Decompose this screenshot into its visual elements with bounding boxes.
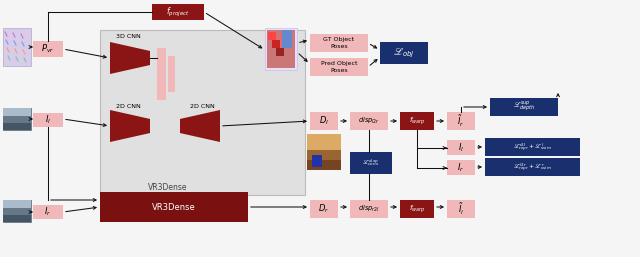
Bar — [33, 41, 63, 57]
Text: 3D CNN: 3D CNN — [116, 34, 140, 40]
Bar — [307, 134, 341, 150]
Bar — [447, 140, 475, 155]
Text: $P_{vr}$: $P_{vr}$ — [42, 43, 54, 55]
Text: $\tilde{I}_l$: $\tilde{I}_l$ — [458, 201, 464, 217]
Bar — [3, 123, 31, 130]
Bar — [3, 200, 31, 208]
Text: $I_l$: $I_l$ — [45, 114, 51, 126]
Bar — [447, 160, 475, 175]
Bar — [268, 32, 276, 40]
Text: $disp_{r2l}$: $disp_{r2l}$ — [358, 204, 380, 214]
Bar — [485, 158, 580, 176]
Bar — [310, 34, 368, 52]
Text: $\mathscr{L}^{r2l}_{repr}+\mathscr{L}^{l}_{ssim}$: $\mathscr{L}^{r2l}_{repr}+\mathscr{L}^{l… — [513, 141, 552, 153]
Bar — [272, 40, 280, 48]
Text: $D_r$: $D_r$ — [319, 203, 330, 215]
Bar — [307, 134, 341, 170]
Text: $disp_{l2r}$: $disp_{l2r}$ — [358, 116, 380, 126]
Text: Poses: Poses — [330, 69, 348, 74]
Text: $I_r$: $I_r$ — [458, 162, 465, 174]
Bar — [276, 48, 284, 56]
Text: Pred Object: Pred Object — [321, 61, 357, 67]
Bar — [310, 58, 368, 76]
Text: $f_{project}$: $f_{project}$ — [166, 5, 189, 19]
Text: $I_r$: $I_r$ — [44, 206, 52, 218]
Bar — [3, 215, 31, 222]
Bar — [312, 155, 322, 167]
Bar — [33, 205, 63, 219]
Bar — [3, 108, 31, 130]
Bar — [100, 30, 305, 195]
Bar — [490, 98, 558, 116]
Polygon shape — [110, 42, 150, 74]
Bar — [157, 48, 166, 100]
Text: Poses: Poses — [330, 44, 348, 50]
Bar — [267, 30, 295, 68]
Bar — [350, 112, 388, 130]
Bar — [152, 4, 204, 20]
Bar — [400, 112, 434, 130]
Bar — [265, 28, 297, 70]
Bar — [100, 192, 248, 222]
Bar — [350, 200, 388, 218]
Bar — [3, 200, 31, 222]
Bar — [3, 28, 31, 66]
Text: $I_l$: $I_l$ — [458, 142, 464, 154]
Bar — [3, 116, 31, 123]
Bar — [447, 112, 475, 130]
Bar — [307, 150, 341, 160]
Bar — [310, 112, 338, 130]
Text: GT Object: GT Object — [323, 38, 355, 42]
Polygon shape — [110, 110, 150, 142]
Text: $f_{warp}$: $f_{warp}$ — [409, 203, 425, 215]
Text: $\mathscr{L}^{disp}_{cons}$: $\mathscr{L}^{disp}_{cons}$ — [362, 158, 380, 168]
Bar — [3, 108, 31, 116]
Bar — [310, 200, 338, 218]
Text: $\mathscr{L}_{obj}$: $\mathscr{L}_{obj}$ — [393, 46, 415, 60]
Text: VR3Dense: VR3Dense — [148, 183, 188, 192]
Text: $\mathscr{L}^{l2r}_{repr}+\mathscr{L}^{r}_{ssim}$: $\mathscr{L}^{l2r}_{repr}+\mathscr{L}^{r… — [513, 161, 552, 173]
Polygon shape — [180, 110, 220, 142]
Text: $\mathscr{L}^{sup}_{depth}$: $\mathscr{L}^{sup}_{depth}$ — [513, 100, 535, 114]
Bar — [280, 35, 288, 43]
Bar — [380, 42, 428, 64]
Text: 2D CNN: 2D CNN — [189, 104, 214, 108]
Text: $D_l$: $D_l$ — [319, 115, 329, 127]
Bar — [400, 200, 434, 218]
Bar — [282, 30, 292, 48]
Bar — [350, 152, 392, 174]
Bar — [307, 160, 341, 170]
Bar — [3, 208, 31, 215]
Text: $\tilde{I}_r$: $\tilde{I}_r$ — [458, 113, 465, 128]
Bar — [33, 113, 63, 127]
Bar — [168, 56, 175, 92]
Bar — [485, 138, 580, 156]
Bar — [447, 200, 475, 218]
Text: $f_{warp}$: $f_{warp}$ — [409, 115, 425, 127]
Text: VR3Dense: VR3Dense — [152, 203, 196, 212]
Text: 2D CNN: 2D CNN — [116, 104, 140, 108]
